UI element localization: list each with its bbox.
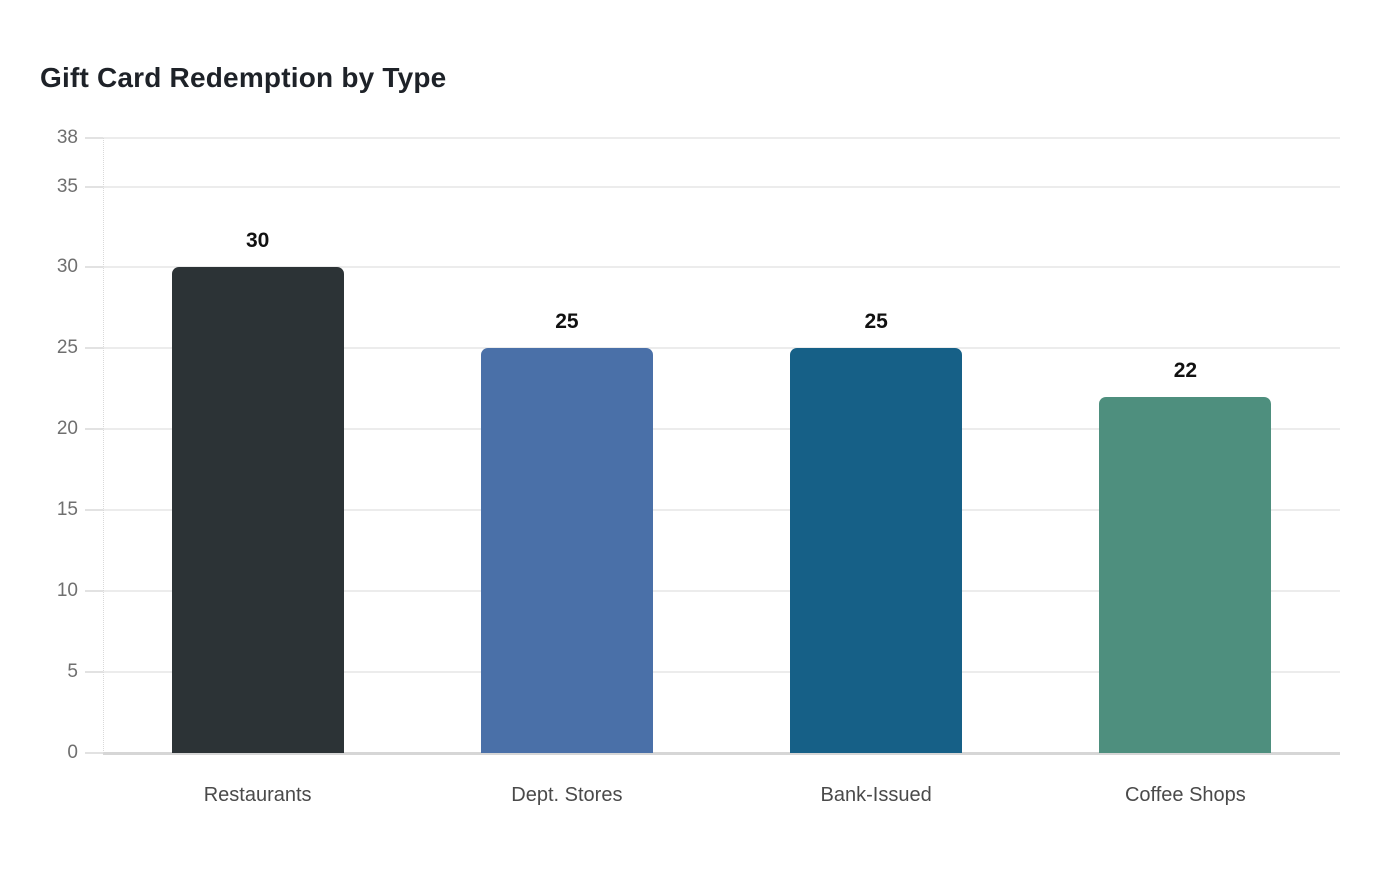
y-axis-tick [85, 428, 103, 431]
bar-value-label: 25 [864, 310, 888, 334]
bar-coffee-shops [1099, 396, 1272, 753]
bar-value-label: 22 [1173, 358, 1198, 382]
y-tick-label: 20 [56, 418, 78, 440]
y-tick-label: 30 [56, 256, 78, 278]
gridline [103, 266, 1340, 269]
y-axis-tick [85, 137, 103, 139]
gridline [103, 671, 1340, 674]
bar-value-label: 25 [555, 310, 579, 334]
chart-title: Gift Card Redemption by Type [40, 62, 447, 93]
y-axis-tick [85, 185, 103, 188]
gridline [103, 428, 1340, 431]
gridline [103, 137, 1340, 139]
bar-bank-issued [790, 348, 963, 753]
y-tick-label: 15 [56, 499, 78, 521]
y-axis-tick [85, 752, 103, 754]
y-axis-tick [85, 590, 103, 593]
gridline [103, 347, 1340, 350]
bar-dept-stores [480, 348, 653, 753]
y-tick-label: 25 [56, 337, 78, 359]
gridline [103, 509, 1340, 512]
y-axis-tick [85, 266, 103, 269]
x-category-label: Restaurants [203, 784, 312, 806]
y-tick-label: 0 [67, 742, 78, 763]
y-axis-tick [85, 509, 103, 512]
y-axis-tick [85, 671, 103, 674]
y-axis-tick [85, 347, 103, 350]
gridline [103, 590, 1340, 593]
x-category-label: Dept. Stores [511, 784, 623, 806]
y-tick-label: 5 [67, 661, 78, 683]
x-category-label: Coffee Shops [1124, 784, 1246, 806]
y-axis-line [103, 138, 104, 753]
gridline [103, 185, 1340, 188]
y-tick-label: 38 [56, 127, 78, 148]
x-axis-baseline [103, 751, 1340, 755]
y-tick-label: 35 [56, 175, 78, 197]
bar-value-label: 30 [245, 229, 270, 253]
y-tick-label: 10 [56, 580, 78, 602]
bar-restaurants [171, 267, 344, 753]
x-category-label: Bank-Issued [820, 784, 932, 806]
